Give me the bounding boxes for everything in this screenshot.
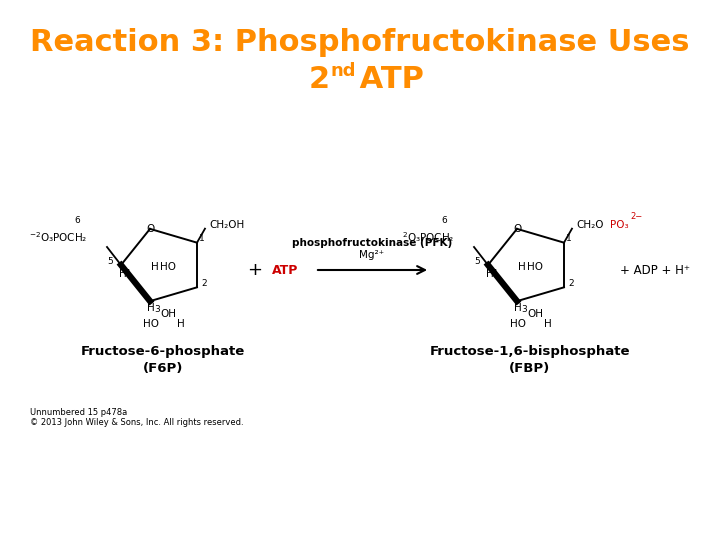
Text: Fructose-6-phosphate: Fructose-6-phosphate <box>81 345 245 358</box>
Text: ATP: ATP <box>272 264 298 276</box>
Text: Mg²⁺: Mg²⁺ <box>359 250 384 260</box>
Text: (F6P): (F6P) <box>143 362 183 375</box>
Text: +: + <box>248 261 263 279</box>
Text: HO: HO <box>143 319 159 329</box>
Text: OH: OH <box>527 309 543 319</box>
Text: + ADP + H⁺: + ADP + H⁺ <box>620 264 690 276</box>
Text: 1: 1 <box>199 234 204 243</box>
Text: 6: 6 <box>74 216 80 225</box>
Text: 2: 2 <box>201 279 207 288</box>
Text: H: H <box>119 269 127 279</box>
Text: 4: 4 <box>492 269 498 278</box>
Text: 2−: 2− <box>630 212 642 221</box>
Text: 4: 4 <box>125 269 130 278</box>
Text: O: O <box>513 224 521 234</box>
Text: PO₃: PO₃ <box>610 220 629 229</box>
Text: phosphofructokinase (PFK): phosphofructokinase (PFK) <box>292 238 452 248</box>
Text: 5: 5 <box>107 256 113 266</box>
Text: $^{2}$O₃POCH₂: $^{2}$O₃POCH₂ <box>402 230 454 244</box>
Text: 5: 5 <box>474 256 480 266</box>
Text: (FBP): (FBP) <box>509 362 551 375</box>
Text: H: H <box>486 269 494 279</box>
Text: O: O <box>146 224 154 234</box>
Text: 1: 1 <box>566 234 572 243</box>
Text: 6: 6 <box>441 216 447 225</box>
Text: CH₂O: CH₂O <box>576 220 603 229</box>
Text: H: H <box>147 303 155 313</box>
Text: © 2013 John Wiley & Sons, Inc. All rights reserved.: © 2013 John Wiley & Sons, Inc. All right… <box>30 418 243 427</box>
Text: H: H <box>151 262 159 272</box>
Text: HO: HO <box>510 319 526 329</box>
Text: Unnumbered 15 p478a: Unnumbered 15 p478a <box>30 408 127 417</box>
Text: 2: 2 <box>568 279 574 288</box>
Text: HO: HO <box>527 262 543 272</box>
Text: HO: HO <box>160 262 176 272</box>
Text: Reaction 3: Phosphofructokinase Uses: Reaction 3: Phosphofructokinase Uses <box>30 28 690 57</box>
Text: OH: OH <box>160 309 176 319</box>
Text: H: H <box>544 319 552 329</box>
Text: 3: 3 <box>521 305 527 314</box>
Text: CH₂OH: CH₂OH <box>209 220 244 229</box>
Text: H: H <box>514 303 522 313</box>
Text: nd: nd <box>331 62 356 80</box>
Text: H: H <box>177 319 185 329</box>
Text: H: H <box>518 262 526 272</box>
Text: ATP: ATP <box>349 65 424 94</box>
Text: $^{-2}$O₃POCH₂: $^{-2}$O₃POCH₂ <box>29 230 87 244</box>
Text: Fructose-1,6-bisphosphate: Fructose-1,6-bisphosphate <box>430 345 630 358</box>
Text: 3: 3 <box>154 305 160 314</box>
Text: 2: 2 <box>309 65 330 94</box>
